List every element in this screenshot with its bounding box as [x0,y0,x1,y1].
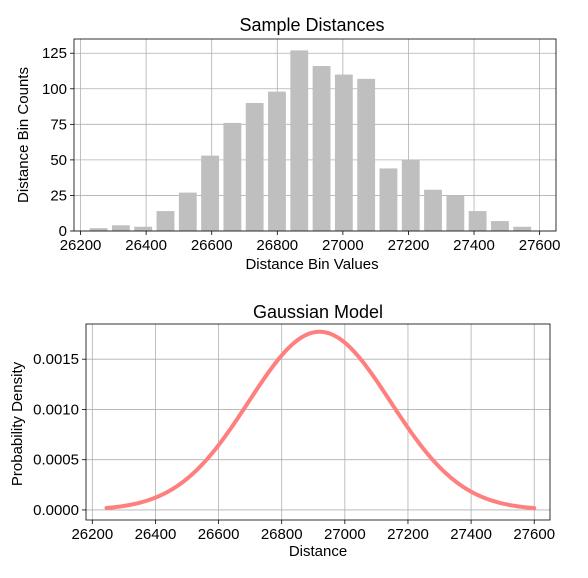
gaussian-xtick-label: 27000 [324,526,366,543]
histogram-xtick-label: 27400 [453,237,495,254]
histogram-xtick-label: 27200 [388,237,430,254]
histogram-xtick-label: 27000 [322,237,364,254]
histogram-title: Sample Distances [239,15,384,35]
histogram-ytick-label: 0 [59,223,67,240]
gaussian-grid [86,324,550,520]
gaussian-ytick-label: 0.0010 [33,401,79,418]
histogram-bar [334,74,353,231]
gaussian-chart: 26200 26400 26600 26800 27000 27200 27400 27600… [9,302,555,560]
gaussian-xtick-label: 27400 [450,526,492,543]
gaussian-title: Gaussian Model [253,302,383,322]
gaussian-xtick-label: 26400 [135,526,177,543]
histogram-xlabel: Distance Bin Values [245,256,378,273]
histogram-ytick-label: 25 [50,187,67,204]
histogram-ylabel: Distance Bin Counts [15,67,32,203]
gaussian-ticks: 26200 26400 26600 26800 27000 27200 27400 27600… [33,351,555,543]
histogram-bar [134,226,153,231]
gaussian-ytick-label: 0.0005 [33,452,79,469]
histogram-xtick-label: 27600 [519,237,561,254]
gaussian-frame [85,323,551,521]
histogram-chart: 26200 26400 26600 26800 27000 27200 27400 27600… [15,15,560,273]
histogram-bar [401,159,420,231]
histogram-bar [491,221,509,231]
histogram-xtick-label: 26400 [125,237,167,254]
histogram-bar [379,168,398,231]
histogram-bar [178,192,197,231]
histogram-ytick-label: 50 [50,152,67,169]
histogram-xtick-label: 26200 [60,237,102,254]
gaussian-xlabel: Distance [289,543,347,560]
histogram-xtick-label: 26600 [191,237,233,254]
histogram-bar [468,211,487,231]
gaussian-ylabel: Probability Density [9,361,26,486]
gaussian-xtick-label: 26600 [198,526,240,543]
histogram-ytick-label: 100 [42,81,67,98]
gaussian-curve [104,329,537,511]
histogram-frame [73,38,557,232]
histogram-bar [513,226,532,231]
histogram-bar [424,189,442,231]
histogram-bar [446,195,465,231]
gaussian-ytick-label: 0.0000 [33,502,79,519]
gaussian-xtick-label: 26800 [261,526,303,543]
histogram-bar [89,228,108,231]
histogram-bar [357,78,376,231]
gaussian-ytick-label: 0.0015 [33,351,79,368]
histogram-bar [156,211,175,231]
histogram-ticks: 26200 26400 26600 26800 27000 27200 27400 27600… [42,45,560,254]
histogram-bar [312,66,331,232]
histogram-bar [245,103,264,231]
histogram-bar [223,122,242,231]
histogram-ytick-label: 75 [50,116,67,133]
histogram-xtick-label: 26800 [256,237,298,254]
histogram-bars [89,50,532,232]
histogram-bar [290,50,309,231]
gaussian-xtick-label: 27200 [387,526,429,543]
histogram-ytick-label: 125 [42,45,67,62]
histogram-bar [268,91,286,231]
gaussian-xtick-label: 27600 [513,526,555,543]
gaussian-xtick-label: 26200 [71,526,113,543]
histogram-bar [201,155,219,231]
histogram-bar [111,225,130,231]
